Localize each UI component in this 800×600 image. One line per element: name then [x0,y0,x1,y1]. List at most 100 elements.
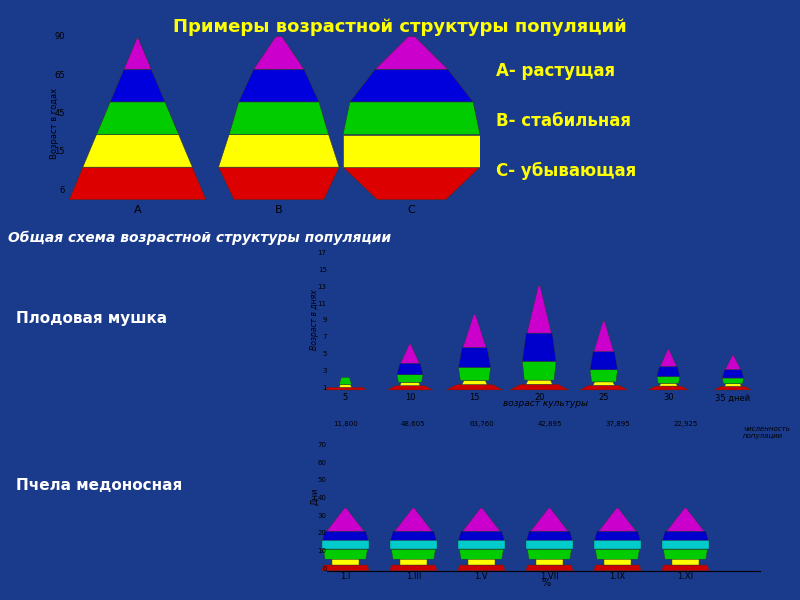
Text: 1.V: 1.V [474,572,488,581]
Polygon shape [332,559,359,565]
Text: 70: 70 [318,442,326,448]
Text: 11,800: 11,800 [333,421,358,427]
Polygon shape [594,565,642,571]
Polygon shape [350,69,473,102]
Text: 42,895: 42,895 [538,421,562,427]
Polygon shape [110,69,165,102]
Polygon shape [458,367,490,380]
Polygon shape [522,361,556,380]
Polygon shape [325,388,366,390]
Polygon shape [594,531,640,540]
Polygon shape [326,508,364,531]
Polygon shape [83,134,192,167]
Text: 1.VII: 1.VII [540,572,558,581]
Text: 20: 20 [534,394,545,403]
Polygon shape [458,531,504,540]
Text: 9: 9 [322,317,326,323]
Text: 11: 11 [318,301,326,307]
Text: Пчела медоносная: Пчела медоносная [16,479,182,493]
Text: Дни: Дни [310,488,319,505]
Text: А- растущая: А- растущая [496,62,614,80]
Text: 48,605: 48,605 [401,421,426,427]
Polygon shape [526,531,572,540]
Polygon shape [595,550,639,559]
Text: 5: 5 [322,351,326,357]
Polygon shape [390,565,437,571]
Text: Возраст в годах: Возраст в годах [50,88,58,158]
Polygon shape [726,355,741,370]
Text: 10: 10 [318,548,326,554]
Text: 1.I: 1.I [340,572,350,581]
Polygon shape [322,540,370,550]
Polygon shape [725,384,742,386]
Text: 90: 90 [54,32,65,41]
Text: А: А [134,205,142,215]
Polygon shape [666,508,704,531]
Text: 63,760: 63,760 [469,421,494,427]
Text: В: В [275,205,282,215]
Polygon shape [218,167,339,200]
Polygon shape [722,370,744,378]
Polygon shape [659,383,678,386]
Polygon shape [400,382,420,386]
Text: 45: 45 [54,109,65,118]
Polygon shape [660,349,677,367]
Polygon shape [662,540,710,550]
Polygon shape [594,321,614,352]
Polygon shape [390,540,437,550]
Polygon shape [229,102,329,134]
Polygon shape [446,385,503,390]
Polygon shape [530,508,568,531]
Polygon shape [254,37,304,69]
Polygon shape [590,352,618,370]
Polygon shape [598,508,636,531]
Text: В- стабильная: В- стабильная [496,112,630,130]
Text: 22,925: 22,925 [674,421,698,427]
Text: 50: 50 [318,478,326,484]
Polygon shape [375,37,448,69]
Text: Примеры возрастной структуры популяций: Примеры возрастной структуры популяций [173,18,627,36]
Polygon shape [662,565,710,571]
Text: Общая схема возрастной структуры популяции: Общая схема возрастной структуры популяц… [8,231,391,245]
Text: Возраст в днях: Возраст в днях [310,289,319,350]
Polygon shape [97,102,178,134]
Text: С: С [408,205,415,215]
Text: 15: 15 [54,147,65,156]
Text: 3: 3 [322,368,326,374]
Polygon shape [648,386,689,390]
Polygon shape [458,565,506,571]
Polygon shape [462,380,487,385]
Text: 30: 30 [663,394,674,403]
Polygon shape [714,386,752,390]
Text: 7: 7 [322,334,326,340]
Polygon shape [662,531,708,540]
Polygon shape [590,370,618,382]
Polygon shape [593,382,614,385]
Polygon shape [238,69,319,102]
Polygon shape [594,540,642,550]
Polygon shape [579,385,628,390]
Polygon shape [218,134,339,167]
Polygon shape [401,344,419,363]
Polygon shape [510,384,569,390]
Polygon shape [657,367,680,377]
Text: 65: 65 [54,70,65,79]
Polygon shape [391,550,435,559]
Polygon shape [527,286,551,333]
Text: 15: 15 [318,267,326,273]
Text: 13: 13 [318,284,326,290]
Text: 30: 30 [318,513,326,519]
Text: Плодовая мушка: Плодовая мушка [16,311,167,325]
Text: 1.III: 1.III [406,572,421,581]
Polygon shape [69,167,206,200]
Polygon shape [400,559,427,565]
Polygon shape [526,540,573,550]
Polygon shape [387,386,433,390]
Polygon shape [722,378,744,384]
Polygon shape [458,540,506,550]
Polygon shape [397,363,423,374]
Polygon shape [458,347,490,367]
Polygon shape [339,377,351,385]
Polygon shape [343,102,480,134]
Text: %: % [542,578,550,587]
